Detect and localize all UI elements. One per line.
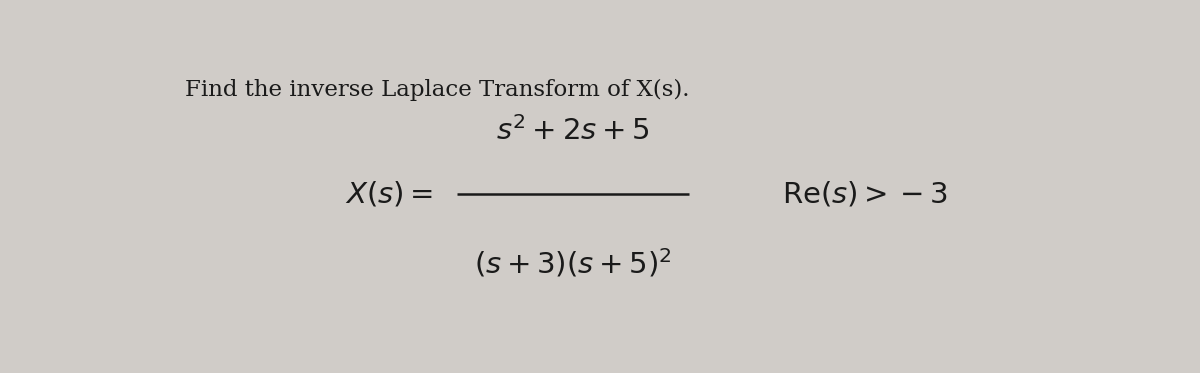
Text: $\mathrm{Re}(s) > -3$: $\mathrm{Re}(s) > -3$ — [782, 180, 948, 209]
Text: $s^2 + 2s + 5$: $s^2 + 2s + 5$ — [497, 116, 650, 146]
Text: $X(s) =$: $X(s) =$ — [346, 180, 433, 209]
Text: Find the inverse Laplace Transform of X(s).: Find the inverse Laplace Transform of X(… — [185, 79, 690, 101]
Text: $(s+3)(s+5)^2$: $(s+3)(s+5)^2$ — [474, 247, 672, 279]
